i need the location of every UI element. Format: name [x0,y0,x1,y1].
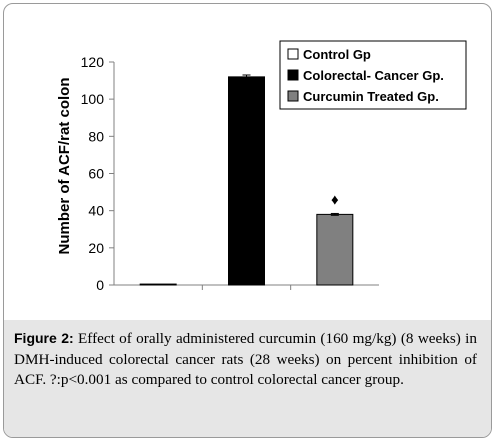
legend-label: Control Gp [303,47,371,62]
y-axis-title: Number of ACF/rat colon [56,78,73,255]
y-tick-label: 60 [88,166,104,182]
legend-swatch [287,90,299,102]
figure-caption: Figure 2: Effect of orally administered … [14,328,477,391]
legend-swatch [287,69,299,81]
figure-frame: Number of ACF/rat colon 0 20 40 60 80 100 120 … [3,3,492,438]
caption-label: Figure 2: [14,330,74,346]
bars [139,74,354,290]
legend-box [279,40,467,110]
bar [228,76,265,286]
caption-text: Effect of orally administered curcumin (… [14,330,477,388]
legend: Control Gp Colorectal- Cancer Gp. Curcumin… [279,40,467,110]
bar [316,213,354,286]
bar [139,283,177,286]
legend-label: Curcumin Treated Gp. [303,89,439,104]
annotations: ♦ [331,191,339,208]
caption-area: Figure 2: Effect of orally administered … [4,320,491,437]
y-tick-label: 80 [88,128,104,144]
y-tick-label: 100 [81,91,105,107]
legend-swatch [287,48,299,60]
y-tick-label: 0 [96,277,104,293]
y-tick-label: 20 [88,240,104,256]
significance-marker: ♦ [331,191,339,208]
bar-chart: Number of ACF/rat colon 020406080100120 … [56,40,467,293]
y-axis-ticks: 0 20 40 60 80 100 120 [81,54,114,293]
y-tick-label: 40 [88,203,104,219]
y-tick-label: 120 [81,54,105,70]
legend-label: Colorectal- Cancer Gp. [303,68,444,83]
